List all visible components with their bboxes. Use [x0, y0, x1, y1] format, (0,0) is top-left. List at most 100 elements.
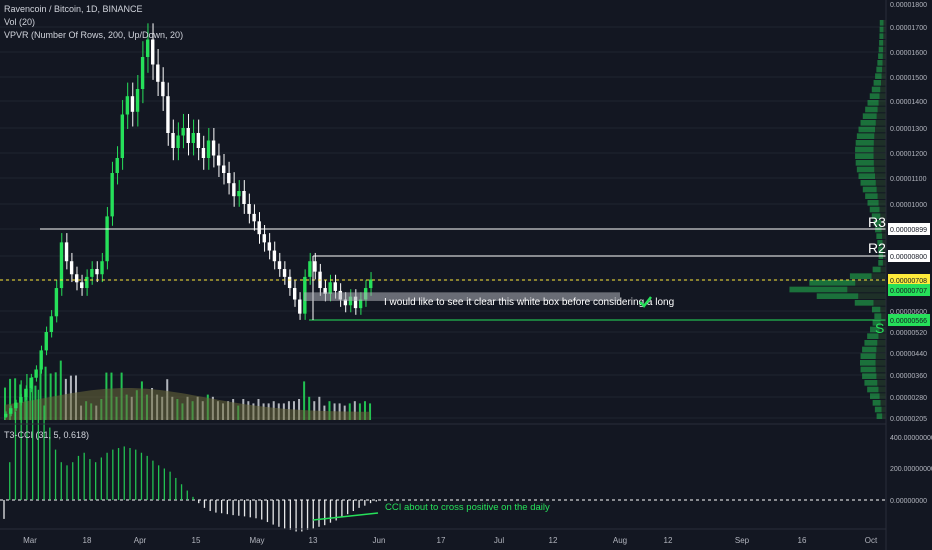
profile-bar-down — [883, 33, 886, 39]
profile-bar-up — [876, 233, 883, 239]
profile-bar-up — [876, 413, 883, 419]
profile-bar-down — [876, 346, 886, 353]
candle-body — [232, 183, 236, 197]
candle-body — [130, 96, 135, 112]
profile-bar-down — [877, 380, 886, 386]
time-tick-label: 17 — [437, 536, 446, 545]
cci-tick-label: 200.00000000 — [890, 466, 932, 473]
profile-bar-up — [873, 80, 882, 86]
price-tick-label: 0.00001400 — [890, 99, 927, 106]
candle-body — [343, 299, 348, 306]
candle-body — [282, 269, 287, 277]
profile-bar-down — [883, 26, 886, 33]
candle-body — [95, 269, 99, 275]
candle-body — [313, 261, 317, 272]
cci-note: CCI about to cross positive on the daily — [385, 502, 550, 513]
profile-bar-up — [870, 326, 880, 333]
candle-body — [211, 140, 216, 156]
profile-bar-up — [879, 20, 884, 26]
price-tick-label: 0.00000600 — [890, 309, 927, 316]
profile-bar-up — [809, 280, 856, 286]
candle-body — [201, 148, 206, 158]
profile-bar-up — [878, 53, 883, 59]
price-tick-label: 0.00000566 — [890, 318, 927, 325]
profile-bar-up — [877, 60, 883, 66]
profile-bar-down — [882, 413, 886, 419]
profile-bar-down — [874, 166, 886, 173]
profile-bar-down — [883, 46, 886, 53]
candle-body — [222, 165, 226, 173]
profile-bar-up — [874, 406, 882, 413]
candle-body — [196, 133, 201, 148]
volume-bar — [9, 378, 12, 420]
profile-bar-down — [883, 20, 886, 26]
symbol-legend[interactable]: Ravencoin / Bitcoin, 1D, BINANCE — [4, 4, 143, 14]
candle-body — [145, 39, 150, 57]
candle-body — [277, 261, 282, 270]
time-tick-label: 18 — [83, 536, 92, 545]
white-resistance-box — [304, 292, 620, 301]
profile-bar-down — [881, 313, 886, 319]
volume-bar — [49, 373, 52, 420]
profile-bar-up — [873, 220, 882, 226]
price-tick-label: 0.00001200 — [890, 151, 927, 158]
volume-ma-area — [5, 388, 371, 420]
candle-body — [74, 274, 79, 283]
profile-bar-up — [867, 386, 879, 393]
profile-bar-up — [870, 393, 880, 399]
candle-body — [9, 408, 13, 414]
candle-body — [308, 261, 312, 277]
candle-body — [24, 388, 28, 397]
check-mark-icon — [639, 296, 652, 308]
profile-bar-down — [881, 220, 886, 226]
candle-body — [358, 299, 363, 309]
candle-body — [120, 114, 125, 158]
candle-body — [353, 296, 358, 309]
candle-body — [125, 96, 130, 115]
time-tick-label: Oct — [865, 536, 878, 545]
price-tick-label: 0.00000360 — [890, 373, 927, 380]
profile-bar-up — [859, 360, 876, 366]
profile-bar-down — [878, 333, 886, 339]
profile-bar-up — [879, 33, 884, 39]
cci-trend-line — [312, 512, 379, 521]
profile-bar-down — [878, 386, 886, 393]
profile-bar-down — [881, 80, 886, 86]
price-tick-label: 0.00000708 — [890, 278, 927, 285]
profile-bar-down — [881, 406, 886, 413]
profile-bar-down — [881, 73, 886, 79]
profile-bar-up — [872, 320, 881, 326]
profile-bar-up — [864, 380, 878, 386]
volume-bar — [353, 401, 356, 420]
profile-bar-down — [879, 326, 886, 333]
candle-body — [135, 89, 140, 112]
profile-bar-down — [882, 260, 886, 266]
candle-body — [191, 133, 195, 143]
candle-body — [100, 261, 104, 275]
price-tick-label: 0.00000520 — [890, 330, 927, 337]
time-axis: Mar 18 Apr 15 May 13 Jun 17 Jul 12 Aug 12 Sep 16 Oct — [0, 528, 886, 545]
candle-body — [262, 234, 266, 243]
candle-body — [298, 299, 302, 314]
cci-histogram — [0, 374, 886, 532]
profile-bar-up — [855, 140, 874, 146]
volume-bar — [318, 396, 321, 420]
price-tick-label: 0.00001000 — [890, 202, 927, 209]
level-tag — [888, 284, 930, 296]
volume-legend[interactable]: Vol (20) — [4, 17, 36, 27]
candle-body — [323, 288, 327, 294]
profile-bar-up — [849, 273, 872, 279]
profile-bar-down — [874, 133, 886, 139]
time-tick-label: Jun — [373, 536, 386, 545]
cci-legend[interactable]: T3-CCI (31, 5, 0.618) — [4, 430, 90, 440]
candle-body — [247, 204, 251, 214]
candle-body — [369, 279, 373, 289]
candle-body — [161, 81, 165, 97]
candle-body — [156, 64, 160, 82]
vpvr-legend[interactable]: VPVR (Number Of Rows, 200, Up/Down, 20) — [4, 30, 184, 40]
profile-bar-down — [883, 40, 886, 46]
profile-bar-up — [860, 353, 876, 359]
candle-body — [328, 282, 332, 294]
candle-body — [14, 402, 18, 409]
